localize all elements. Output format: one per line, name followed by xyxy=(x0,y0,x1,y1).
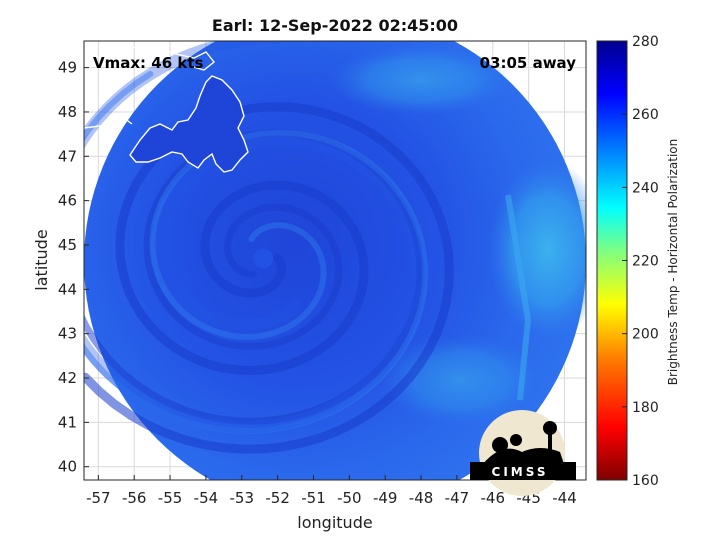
x-tick-label: -57 xyxy=(86,489,111,507)
y-axis-label: latitude xyxy=(32,229,51,290)
x-tick-label: -51 xyxy=(301,489,326,507)
colorbar-label: Brightness Temp - Horizontal Polarizatio… xyxy=(666,139,680,386)
time-away-label: 03:05 away xyxy=(480,54,577,72)
coastline xyxy=(84,43,249,173)
colorbar: 160 180 200 220 240 260 280 Brightness Temp - … xyxy=(596,34,680,489)
plot-title: Earl: 12-Sep-2022 02:45:00 xyxy=(212,16,458,35)
logo-hill-silhouette xyxy=(478,448,566,470)
swath-edge-line xyxy=(505,194,532,401)
y-tick-label: 48 xyxy=(58,103,77,121)
y-tick-label: 40 xyxy=(58,458,77,476)
x-tick-label: -55 xyxy=(158,489,183,507)
swath-warm-region-east xyxy=(488,160,586,340)
colorbar-tick-label: 280 xyxy=(632,34,659,50)
spiral-band xyxy=(84,41,425,434)
x-tick-label: -44 xyxy=(552,489,577,507)
spiral-band xyxy=(84,129,424,425)
spiral-band xyxy=(84,102,454,454)
x-tick-label: -49 xyxy=(373,489,398,507)
swath-warm-region-north xyxy=(330,45,510,115)
colorbar-tick-label: 180 xyxy=(632,400,659,416)
y-tick-label: 47 xyxy=(58,147,77,165)
colorbar-tick-label: 240 xyxy=(632,180,659,196)
storm-eye xyxy=(253,248,274,269)
x-tick-label: -48 xyxy=(409,489,434,507)
y-tick-label: 46 xyxy=(58,192,77,210)
y-tick-label: 43 xyxy=(58,325,77,343)
y-tick-label: 49 xyxy=(58,59,77,77)
y-tick-label: 44 xyxy=(58,280,77,298)
x-tick-label: -46 xyxy=(481,489,506,507)
colorbar-tick-label: 200 xyxy=(632,327,659,343)
x-axis-label: longitude xyxy=(297,513,372,532)
x-tick-label: -52 xyxy=(265,489,290,507)
y-tick-label: 41 xyxy=(58,413,77,431)
logo-dish-1 xyxy=(492,437,508,453)
coastline-newfoundland xyxy=(129,75,249,173)
colorbar-tick-label: 260 xyxy=(632,107,659,123)
x-tick-label: -47 xyxy=(445,489,470,507)
colorbar-tick-label: 160 xyxy=(632,473,659,489)
x-tick-label: -56 xyxy=(122,489,147,507)
y-tick-label: 45 xyxy=(58,236,77,254)
x-tick-label: -50 xyxy=(337,489,362,507)
y-tick-label: 42 xyxy=(58,369,77,387)
x-tick-label: -53 xyxy=(230,489,255,507)
cimss-logo: CIMSS xyxy=(470,410,576,496)
x-tick-label: -54 xyxy=(194,489,219,507)
colorbar-ticks: 160 180 200 220 240 260 280 xyxy=(622,34,659,489)
logo-text: CIMSS xyxy=(492,465,549,479)
logo-water-tower-tank xyxy=(543,421,557,435)
y-axis-ticks: 40 41 42 43 44 45 46 47 48 49 xyxy=(58,59,89,476)
coastline-northern-fragments xyxy=(84,43,215,129)
logo-dish-2 xyxy=(510,434,522,446)
colorbar-tick-label: 220 xyxy=(632,254,659,270)
plot-border xyxy=(83,40,587,481)
logo-water-tower-stem xyxy=(548,428,552,460)
x-axis-ticks: -57 -56 -55 -54 -53 -52 -51 -50 -49 -48 -47 -46 -45-… xyxy=(86,475,577,507)
vmax-label: Vmax: 46 kts xyxy=(93,54,203,72)
